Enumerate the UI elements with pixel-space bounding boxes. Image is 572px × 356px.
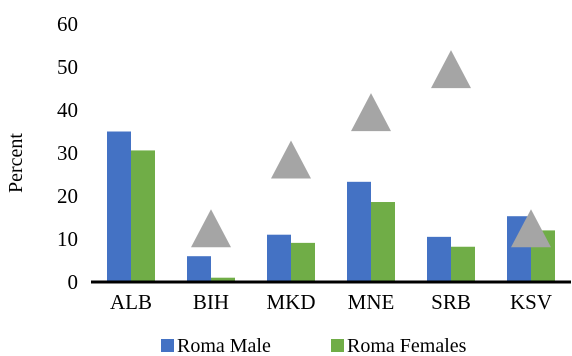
y-axis-ticks: 0 10 20 30 40 50 60 (57, 12, 78, 294)
triangle-marker-srb (431, 50, 471, 89)
legend-swatch-male (161, 339, 174, 352)
x-tick-label: SRB (431, 290, 471, 314)
bar-male-mkd (267, 234, 291, 282)
legend-label: Roma Females (347, 335, 467, 356)
y-tick-label: 20 (57, 184, 78, 208)
bar-male-mne (347, 181, 371, 282)
y-axis-title: Percent (5, 133, 27, 193)
triangle-marker-mkd (271, 140, 311, 179)
marker-series (191, 50, 551, 248)
triangle-marker-mne (351, 93, 391, 132)
y-tick-label: 30 (57, 141, 78, 165)
bar-male-bih (187, 256, 211, 282)
bar-female-mkd (291, 242, 315, 282)
x-tick-label: BIH (193, 290, 229, 314)
bar-female-srb (451, 246, 475, 282)
y-tick-label: 0 (68, 270, 79, 294)
x-tick-label: KSV (510, 290, 552, 314)
x-tick-label: MKD (266, 290, 315, 314)
y-tick-label: 10 (57, 227, 78, 251)
bar-series (107, 131, 555, 282)
triangle-marker-bih (191, 209, 231, 248)
bar-female-mne (371, 202, 395, 282)
y-tick-label: 50 (57, 55, 78, 79)
bar-female-bih (211, 277, 235, 282)
x-axis-category-labels: ALB BIH MKD MNE SRB KSV (110, 290, 552, 314)
legend-swatch-female (331, 339, 344, 352)
bar-male-alb (107, 131, 131, 282)
y-tick-label: 40 (57, 98, 78, 122)
x-tick-label: ALB (110, 290, 152, 314)
y-tick-label: 60 (57, 12, 78, 36)
legend-label: Roma Male (177, 335, 271, 356)
legend: Roma Male Roma Females (161, 335, 467, 356)
bar-female-alb (131, 150, 155, 282)
bar-male-srb (427, 236, 451, 282)
triangle-marker-ksv (511, 209, 551, 248)
x-tick-label: MNE (348, 290, 395, 314)
